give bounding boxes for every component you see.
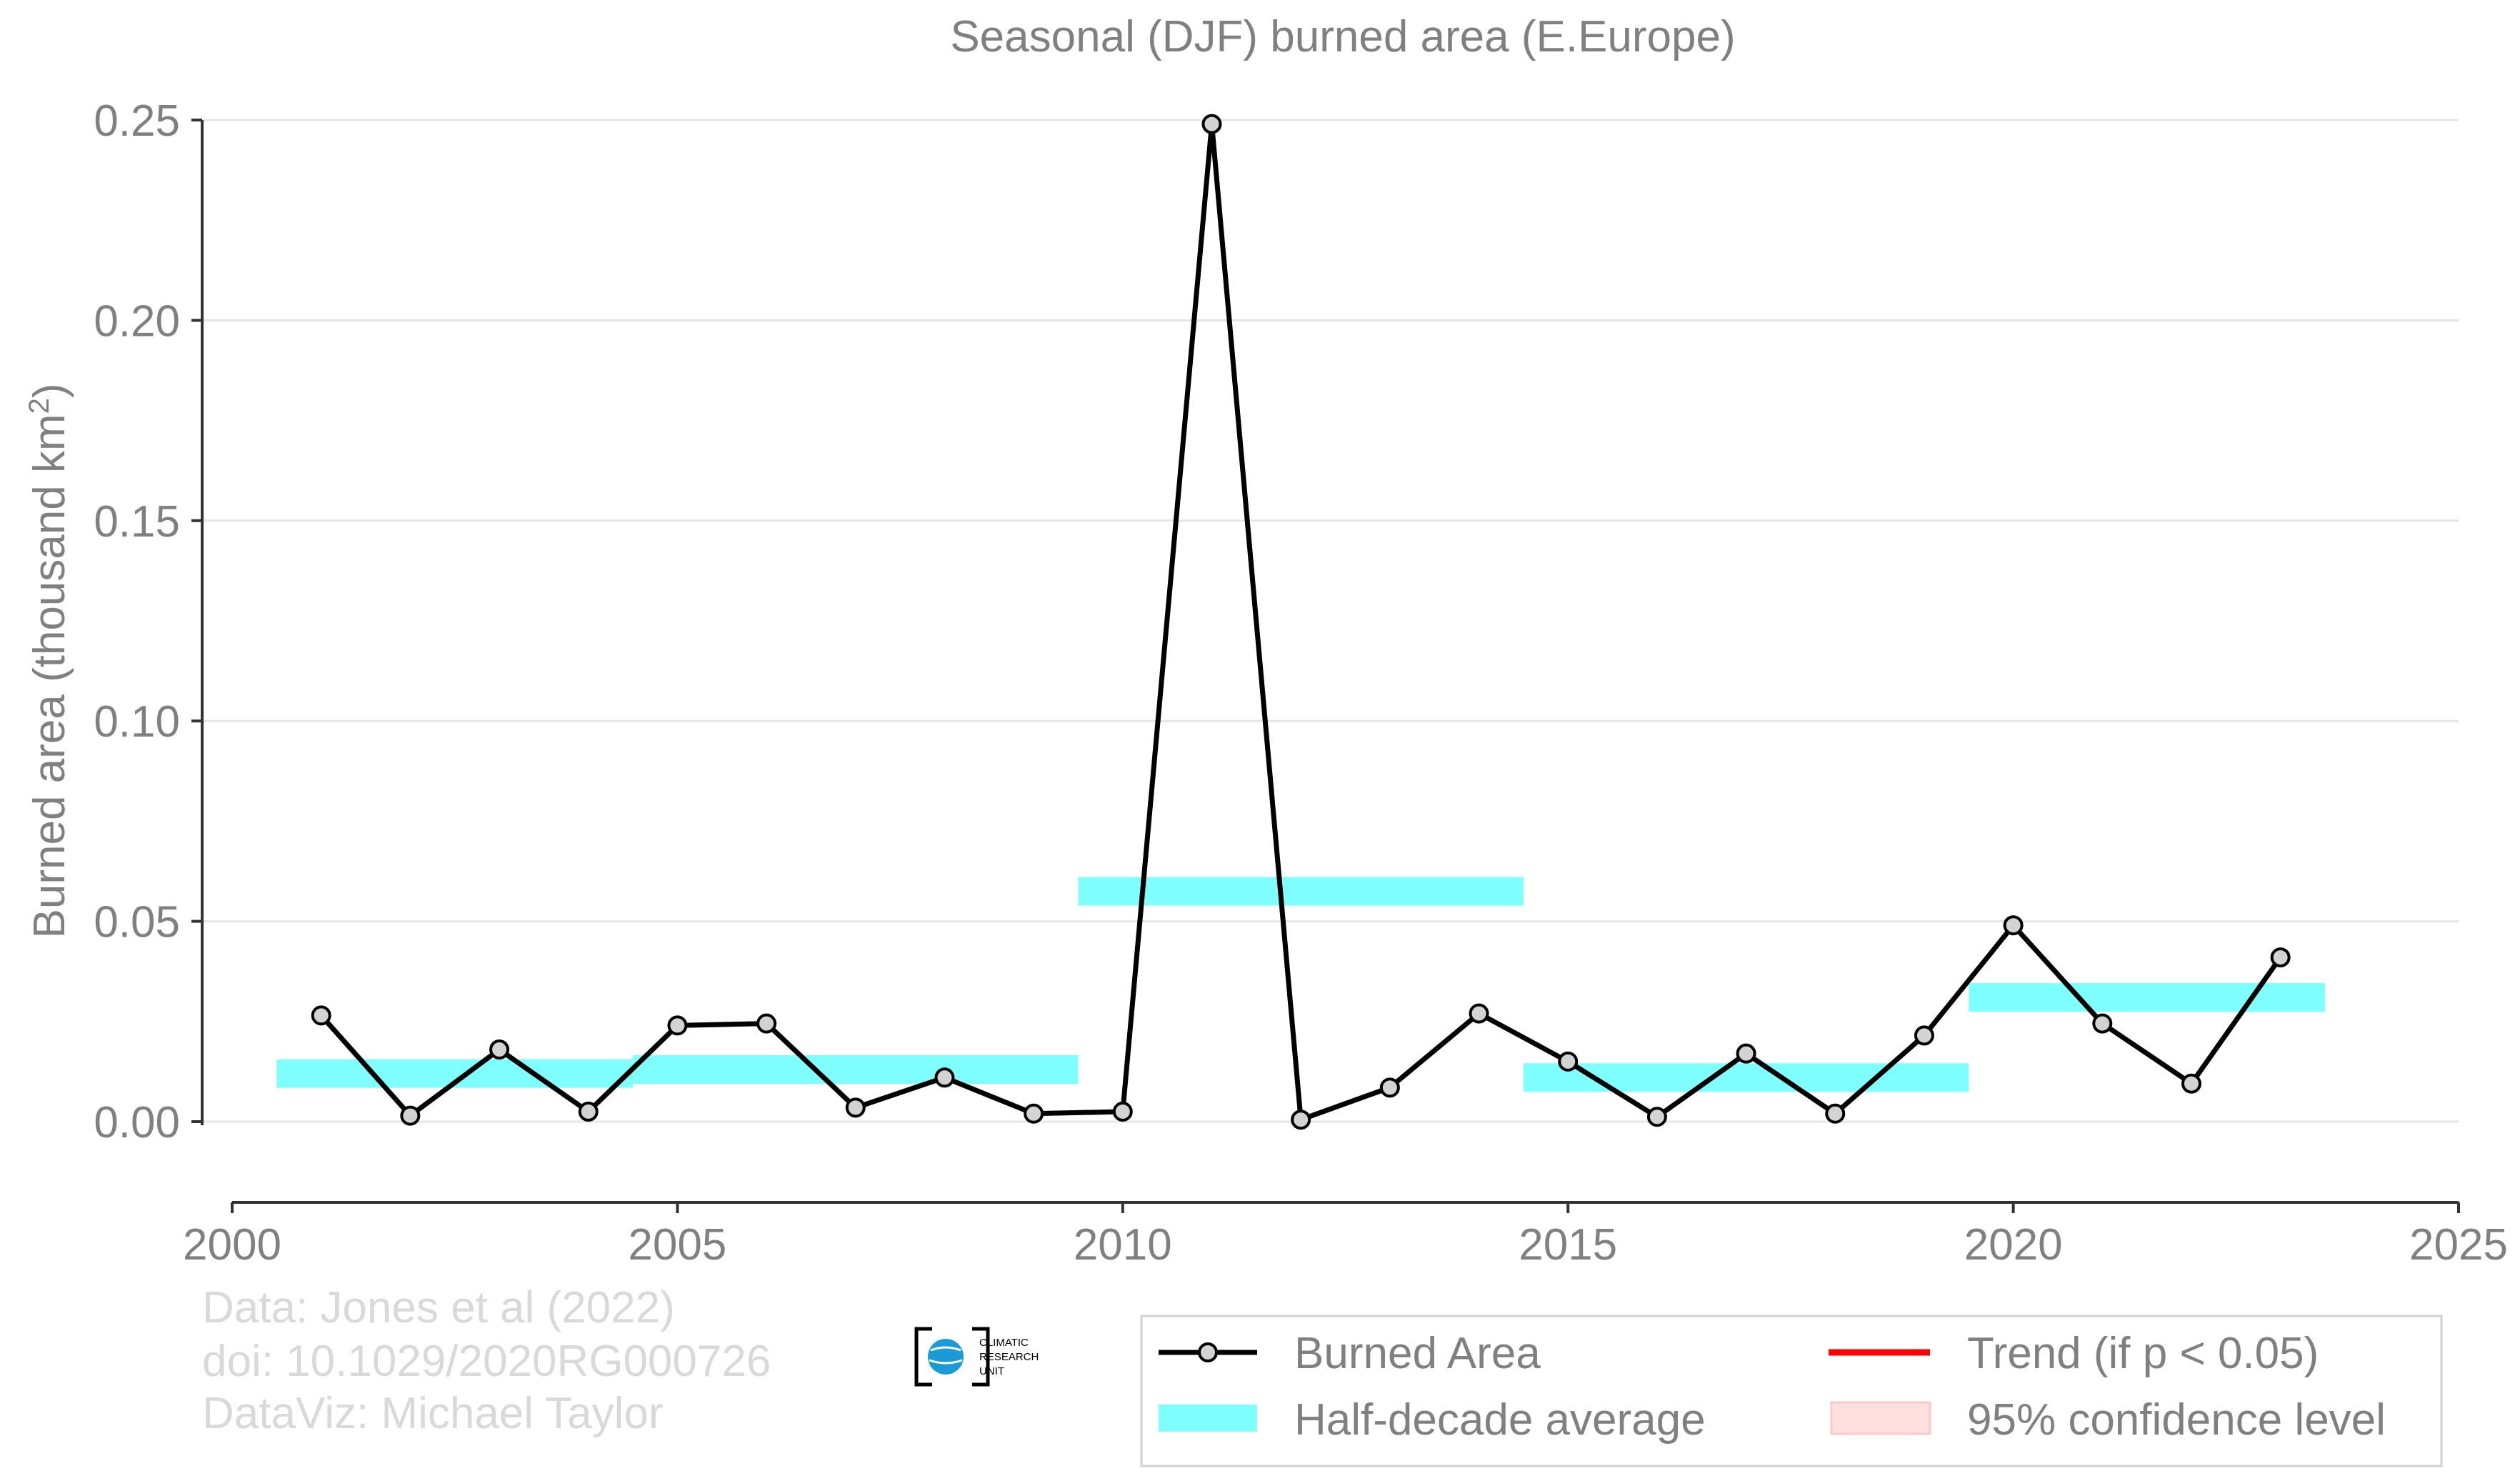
y-tick-label: 0.05 — [94, 898, 180, 947]
legend-item-trend: Trend (if p < 0.05) — [1829, 1329, 2319, 1378]
x-tick-label: 2025 — [2409, 1220, 2508, 1270]
y-tick-label: 0.00 — [94, 1098, 180, 1147]
logo-bracket-right-icon — [972, 1327, 990, 1387]
y-axis-label-close: ) — [25, 383, 74, 398]
data-point — [2181, 1073, 2201, 1094]
data-point — [1024, 1103, 1044, 1124]
data-point — [1736, 1043, 1756, 1064]
half-decade-average-bar — [633, 1055, 1079, 1084]
y-tick-label: 0.10 — [94, 697, 180, 747]
half-decade-average-bands — [276, 877, 2325, 1092]
logo-globe-lines-icon — [929, 1346, 963, 1365]
y-axis-label-superscript: 2 — [24, 398, 55, 414]
legend-label-burned-area: Burned Area — [1294, 1329, 1541, 1378]
credit-dataviz: DataViz: Michael Taylor — [202, 1389, 664, 1438]
data-point — [667, 1015, 688, 1036]
series-line-burned-area — [319, 121, 2283, 1122]
series-points-burned-area — [311, 114, 2291, 1130]
legend-swatch-half-decade-average — [1159, 1405, 1257, 1432]
data-point — [845, 1097, 866, 1118]
legend-box — [1140, 1315, 2443, 1467]
credit-data-source: Data: Jones et al (2022) — [202, 1283, 675, 1332]
logo-text-line-1: CLIMATIC — [979, 1337, 1029, 1349]
logo-text-line-2: RESEARCH — [979, 1351, 1039, 1363]
x-axis-ticks: 2000 2005 2010 2015 2020 2025 — [183, 1202, 2508, 1270]
data-point — [934, 1067, 955, 1088]
logo-text-line-3: UNIT — [979, 1365, 1004, 1377]
legend-item-confidence: 95% confidence level — [1830, 1395, 2386, 1445]
data-point — [2092, 1013, 2113, 1034]
data-point — [1201, 114, 1222, 134]
legend-label-trend: Trend (if p < 0.05) — [1967, 1329, 2319, 1378]
data-point — [1558, 1051, 1579, 1072]
x-tick-label: 2020 — [1964, 1220, 2063, 1270]
data-point — [1646, 1107, 1667, 1127]
legend-swatch-confidence — [1830, 1401, 1931, 1435]
y-axis-label-main: Burned area (thousand km — [25, 414, 74, 938]
half-decade-average-bar — [1969, 983, 2325, 1012]
data-point — [400, 1105, 421, 1126]
y-tick-label: 0.25 — [94, 96, 180, 146]
cru-logo: CLIMATIC RESEARCH UNIT — [914, 1327, 1039, 1387]
credit-doi: doi: 10.1029/2020RG000726 — [202, 1337, 771, 1386]
y-axis-ticks: 0.00 0.05 0.10 0.15 0.20 0.25 — [94, 96, 202, 1147]
legend-label-half-decade-average: Half-decade average — [1294, 1395, 1706, 1445]
y-tick-label: 0.20 — [94, 296, 180, 346]
data-point — [311, 1005, 331, 1026]
data-point — [1914, 1025, 1934, 1046]
logo-globe-icon — [928, 1339, 964, 1375]
data-point — [1291, 1109, 1311, 1130]
legend-marker-burned-area — [1198, 1342, 1218, 1362]
grid — [204, 119, 2459, 1123]
legend-item-burned-area: Burned Area — [1159, 1329, 1541, 1378]
data-point — [578, 1101, 599, 1122]
y-axis-label: Burned area (thousand km2) — [24, 383, 74, 938]
data-point — [1825, 1103, 1846, 1124]
data-point — [1112, 1101, 1133, 1122]
y-tick-label: 0.15 — [94, 497, 180, 547]
x-tick-label: 2000 — [183, 1220, 281, 1270]
data-point — [756, 1013, 777, 1034]
data-point — [2270, 947, 2291, 968]
x-tick-label: 2005 — [628, 1220, 726, 1270]
data-point — [1469, 1003, 1489, 1024]
x-tick-label: 2010 — [1074, 1220, 1172, 1270]
half-decade-average-bar — [1078, 877, 1524, 906]
x-tick-label: 2015 — [1519, 1220, 1617, 1270]
legend: Burned Area Trend (if p < 0.05) Half-dec… — [1140, 1315, 2443, 1467]
legend-label-confidence: 95% confidence level — [1967, 1395, 2386, 1445]
logo-bracket-left-icon — [914, 1327, 932, 1387]
legend-item-half-decade-average: Half-decade average — [1159, 1395, 1706, 1445]
data-point — [1379, 1077, 1400, 1098]
data-point — [489, 1039, 510, 1060]
data-point — [2003, 915, 2024, 936]
chart-title: Seasonal (DJF) burned area (E.Europe) — [950, 12, 1735, 61]
